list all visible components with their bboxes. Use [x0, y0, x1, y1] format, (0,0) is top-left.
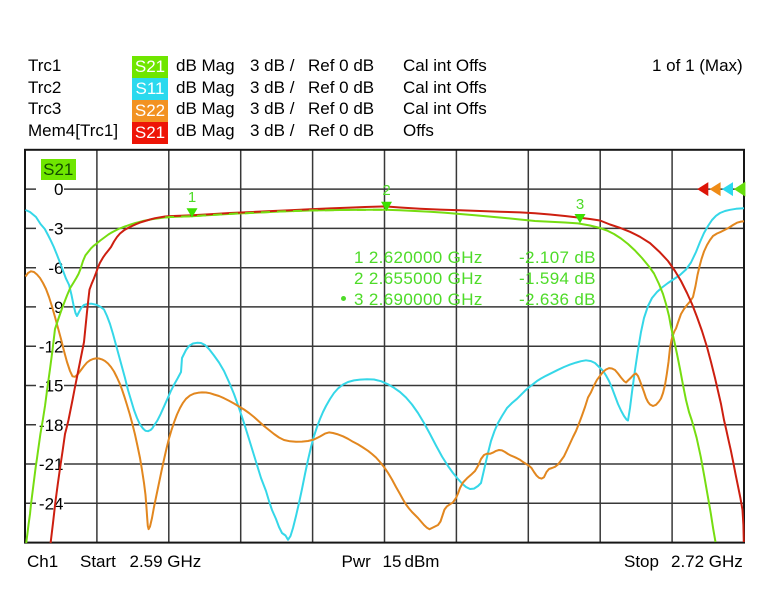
svg-text:-24: -24 — [39, 494, 64, 513]
svg-text:-3: -3 — [48, 220, 63, 239]
svg-text:-18: -18 — [39, 416, 64, 435]
svg-text:-12: -12 — [39, 337, 64, 356]
svg-text:-21: -21 — [39, 455, 64, 474]
svg-text:0: 0 — [54, 180, 63, 199]
svg-text:-15: -15 — [39, 377, 64, 396]
